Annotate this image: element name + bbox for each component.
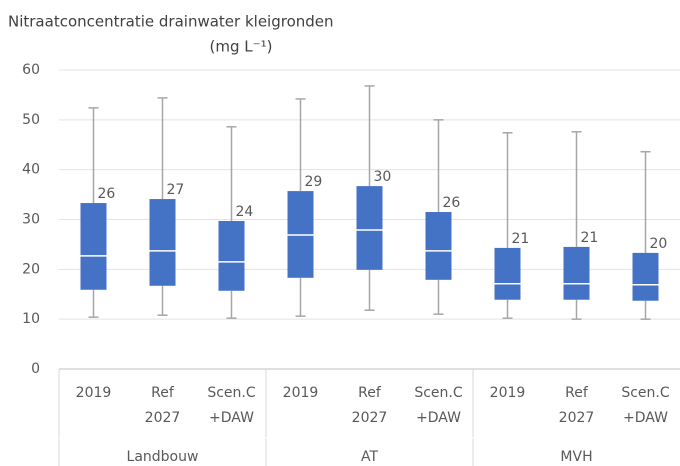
y-tick-label: 60 [22, 62, 40, 78]
data-label: 30 [374, 169, 392, 185]
y-tick-label: 0 [31, 361, 40, 377]
x-tick-label: +DAW [209, 410, 254, 426]
x-tick-label: Ref [565, 385, 589, 401]
data-label: 20 [650, 236, 668, 252]
y-tick-label: 10 [22, 311, 40, 327]
y-tick-label: 30 [22, 212, 40, 228]
chart-title: Nitraatconcentratie drainwater kleigrond… [8, 13, 334, 31]
group-label: AT [361, 449, 378, 465]
x-tick-label: Ref [358, 385, 382, 401]
box [425, 212, 452, 280]
group-label: Landbouw [127, 449, 199, 465]
x-tick-label: Ref [151, 385, 175, 401]
box [356, 186, 383, 270]
x-tick-label: Scen.C [207, 385, 256, 401]
y-tick-label: 40 [22, 162, 40, 178]
box [632, 252, 659, 301]
x-tick-label: +DAW [623, 410, 668, 426]
x-tick-label: Scen.C [621, 385, 670, 401]
x-tick-label: 2027 [352, 410, 388, 426]
box [494, 247, 521, 300]
data-label: 29 [305, 174, 323, 190]
x-tick-label: +DAW [416, 410, 461, 426]
data-label: 26 [98, 186, 116, 202]
box [80, 203, 107, 290]
box [563, 246, 590, 300]
box [218, 220, 245, 291]
x-tick-label: 2019 [283, 385, 319, 401]
data-label: 27 [167, 182, 185, 198]
y-tick-label: 20 [22, 261, 40, 277]
box [149, 199, 176, 286]
x-tick-label: 2019 [76, 385, 112, 401]
y-tick-label: 50 [22, 112, 40, 128]
data-label: 21 [581, 230, 599, 246]
x-tick-label: 2019 [490, 385, 526, 401]
x-tick-label: 2027 [559, 410, 595, 426]
data-label: 21 [512, 231, 530, 247]
chart-title: (mg L⁻¹) [210, 38, 273, 56]
data-label: 26 [443, 195, 461, 211]
data-label: 24 [236, 204, 254, 220]
group-label: MVH [560, 449, 592, 465]
x-tick-label: Scen.C [414, 385, 463, 401]
x-tick-label: 2027 [145, 410, 181, 426]
